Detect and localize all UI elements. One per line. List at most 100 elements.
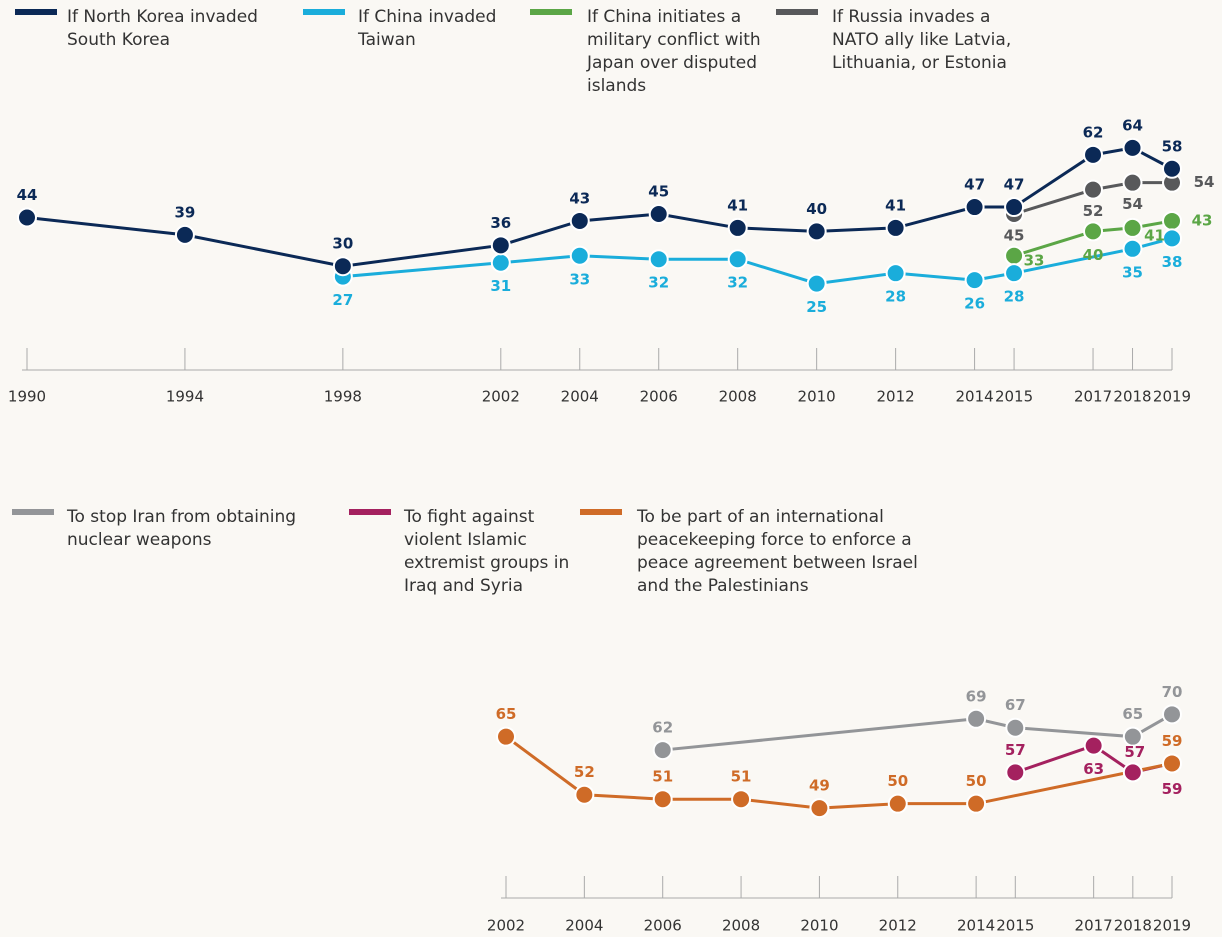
marker bbox=[1083, 221, 1104, 242]
x-tick-label: 2017 bbox=[1075, 917, 1113, 935]
data-label: 33 bbox=[1024, 251, 1045, 269]
marker bbox=[652, 789, 673, 810]
data-label: 62 bbox=[652, 719, 673, 737]
marker bbox=[1004, 245, 1025, 266]
series-line bbox=[26, 146, 1173, 268]
data-label: 54 bbox=[1122, 195, 1143, 213]
marker bbox=[1122, 172, 1143, 193]
data-label: 51 bbox=[731, 768, 752, 786]
data-label: 31 bbox=[490, 277, 511, 295]
legend-swatch bbox=[530, 9, 572, 15]
marker bbox=[1005, 717, 1026, 738]
x-tick-label: 2012 bbox=[877, 388, 915, 406]
marker bbox=[648, 249, 669, 270]
x-tick-label: 2014 bbox=[957, 917, 995, 935]
x-tick-label: 1998 bbox=[324, 388, 362, 406]
x-tick-label: 2006 bbox=[640, 388, 678, 406]
data-label: 28 bbox=[885, 288, 906, 306]
x-tick-label: 2008 bbox=[722, 917, 760, 935]
marker bbox=[727, 249, 748, 270]
data-label: 52 bbox=[1083, 202, 1104, 220]
legend-label: To stop Iran from obtaining nuclear weap… bbox=[67, 507, 297, 550]
marker bbox=[1004, 263, 1025, 284]
marker bbox=[490, 235, 511, 256]
x-tick-label: 2008 bbox=[719, 388, 757, 406]
data-label: 41 bbox=[885, 196, 906, 214]
data-label: 58 bbox=[1162, 137, 1183, 155]
data-label: 44 bbox=[17, 186, 38, 204]
x-tick-label: 2018 bbox=[1114, 917, 1152, 935]
marker bbox=[1083, 735, 1104, 756]
x-tick-label: 2018 bbox=[1113, 388, 1151, 406]
data-label: 28 bbox=[1004, 288, 1025, 306]
legend-label: To fight against violent Islamic extremi… bbox=[404, 507, 570, 596]
data-label: 57 bbox=[1005, 741, 1026, 759]
data-label: 59 bbox=[1162, 780, 1183, 798]
marker bbox=[1122, 217, 1143, 238]
x-tick-label: 2015 bbox=[995, 388, 1033, 406]
data-label: 32 bbox=[648, 274, 669, 292]
x-tick-label: 2004 bbox=[565, 917, 603, 935]
x-tick-label: 2004 bbox=[561, 388, 599, 406]
data-label: 47 bbox=[1004, 176, 1025, 194]
marker bbox=[652, 740, 673, 761]
marker bbox=[885, 217, 906, 238]
data-label: 54 bbox=[1194, 173, 1215, 191]
marker bbox=[964, 197, 985, 218]
marker bbox=[496, 726, 516, 747]
series-line bbox=[505, 735, 1173, 810]
marker bbox=[964, 270, 985, 291]
data-label: 43 bbox=[569, 189, 590, 207]
legend-label: If Russia invades a NATO ally like Latvi… bbox=[832, 7, 1012, 73]
marker bbox=[1162, 210, 1182, 231]
marker bbox=[17, 207, 37, 228]
marker bbox=[966, 708, 987, 729]
data-label: 43 bbox=[1192, 211, 1213, 229]
legend-swatch bbox=[776, 9, 818, 15]
marker bbox=[809, 798, 830, 819]
legend-swatch bbox=[15, 9, 57, 15]
data-label: 33 bbox=[569, 270, 590, 288]
data-label: 50 bbox=[887, 772, 908, 790]
marker bbox=[574, 784, 595, 805]
legend-swatch bbox=[303, 9, 345, 15]
legend-label: If North Korea invaded South Korea bbox=[67, 7, 258, 50]
marker bbox=[1122, 726, 1143, 747]
x-tick-label: 2019 bbox=[1153, 388, 1191, 406]
marker bbox=[490, 252, 511, 273]
data-label: 39 bbox=[174, 203, 195, 221]
data-label: 65 bbox=[496, 705, 517, 723]
marker bbox=[332, 256, 353, 277]
x-tick-label: 2002 bbox=[487, 917, 525, 935]
data-label: 45 bbox=[1004, 227, 1025, 245]
marker bbox=[1162, 228, 1182, 249]
data-label: 27 bbox=[332, 291, 353, 309]
marker bbox=[174, 224, 195, 245]
marker bbox=[1122, 762, 1143, 783]
data-label: 35 bbox=[1122, 263, 1143, 281]
x-tick-label: 2010 bbox=[800, 917, 838, 935]
series-line bbox=[1013, 219, 1173, 258]
data-label: 32 bbox=[727, 274, 748, 292]
data-label: 40 bbox=[806, 200, 827, 218]
data-label: 26 bbox=[964, 295, 985, 313]
data-label: 62 bbox=[1083, 123, 1104, 141]
marker bbox=[1162, 158, 1182, 179]
data-label: 50 bbox=[966, 772, 987, 790]
data-label: 69 bbox=[966, 687, 987, 705]
marker bbox=[731, 789, 752, 810]
data-label: 41 bbox=[727, 196, 748, 214]
x-tick-label: 2002 bbox=[482, 388, 520, 406]
data-label: 45 bbox=[648, 183, 669, 201]
marker bbox=[727, 217, 748, 238]
legend-swatch bbox=[580, 509, 622, 515]
x-tick-label: 1990 bbox=[8, 388, 46, 406]
legend-swatch bbox=[349, 509, 391, 515]
marker bbox=[1162, 753, 1182, 774]
data-label: 25 bbox=[806, 298, 827, 316]
legend-label: If China invaded Taiwan bbox=[358, 7, 497, 50]
legend-label: To be part of an international peacekeep… bbox=[637, 507, 918, 596]
series-line bbox=[1013, 181, 1172, 216]
data-label: 51 bbox=[652, 768, 673, 786]
marker bbox=[887, 793, 908, 814]
